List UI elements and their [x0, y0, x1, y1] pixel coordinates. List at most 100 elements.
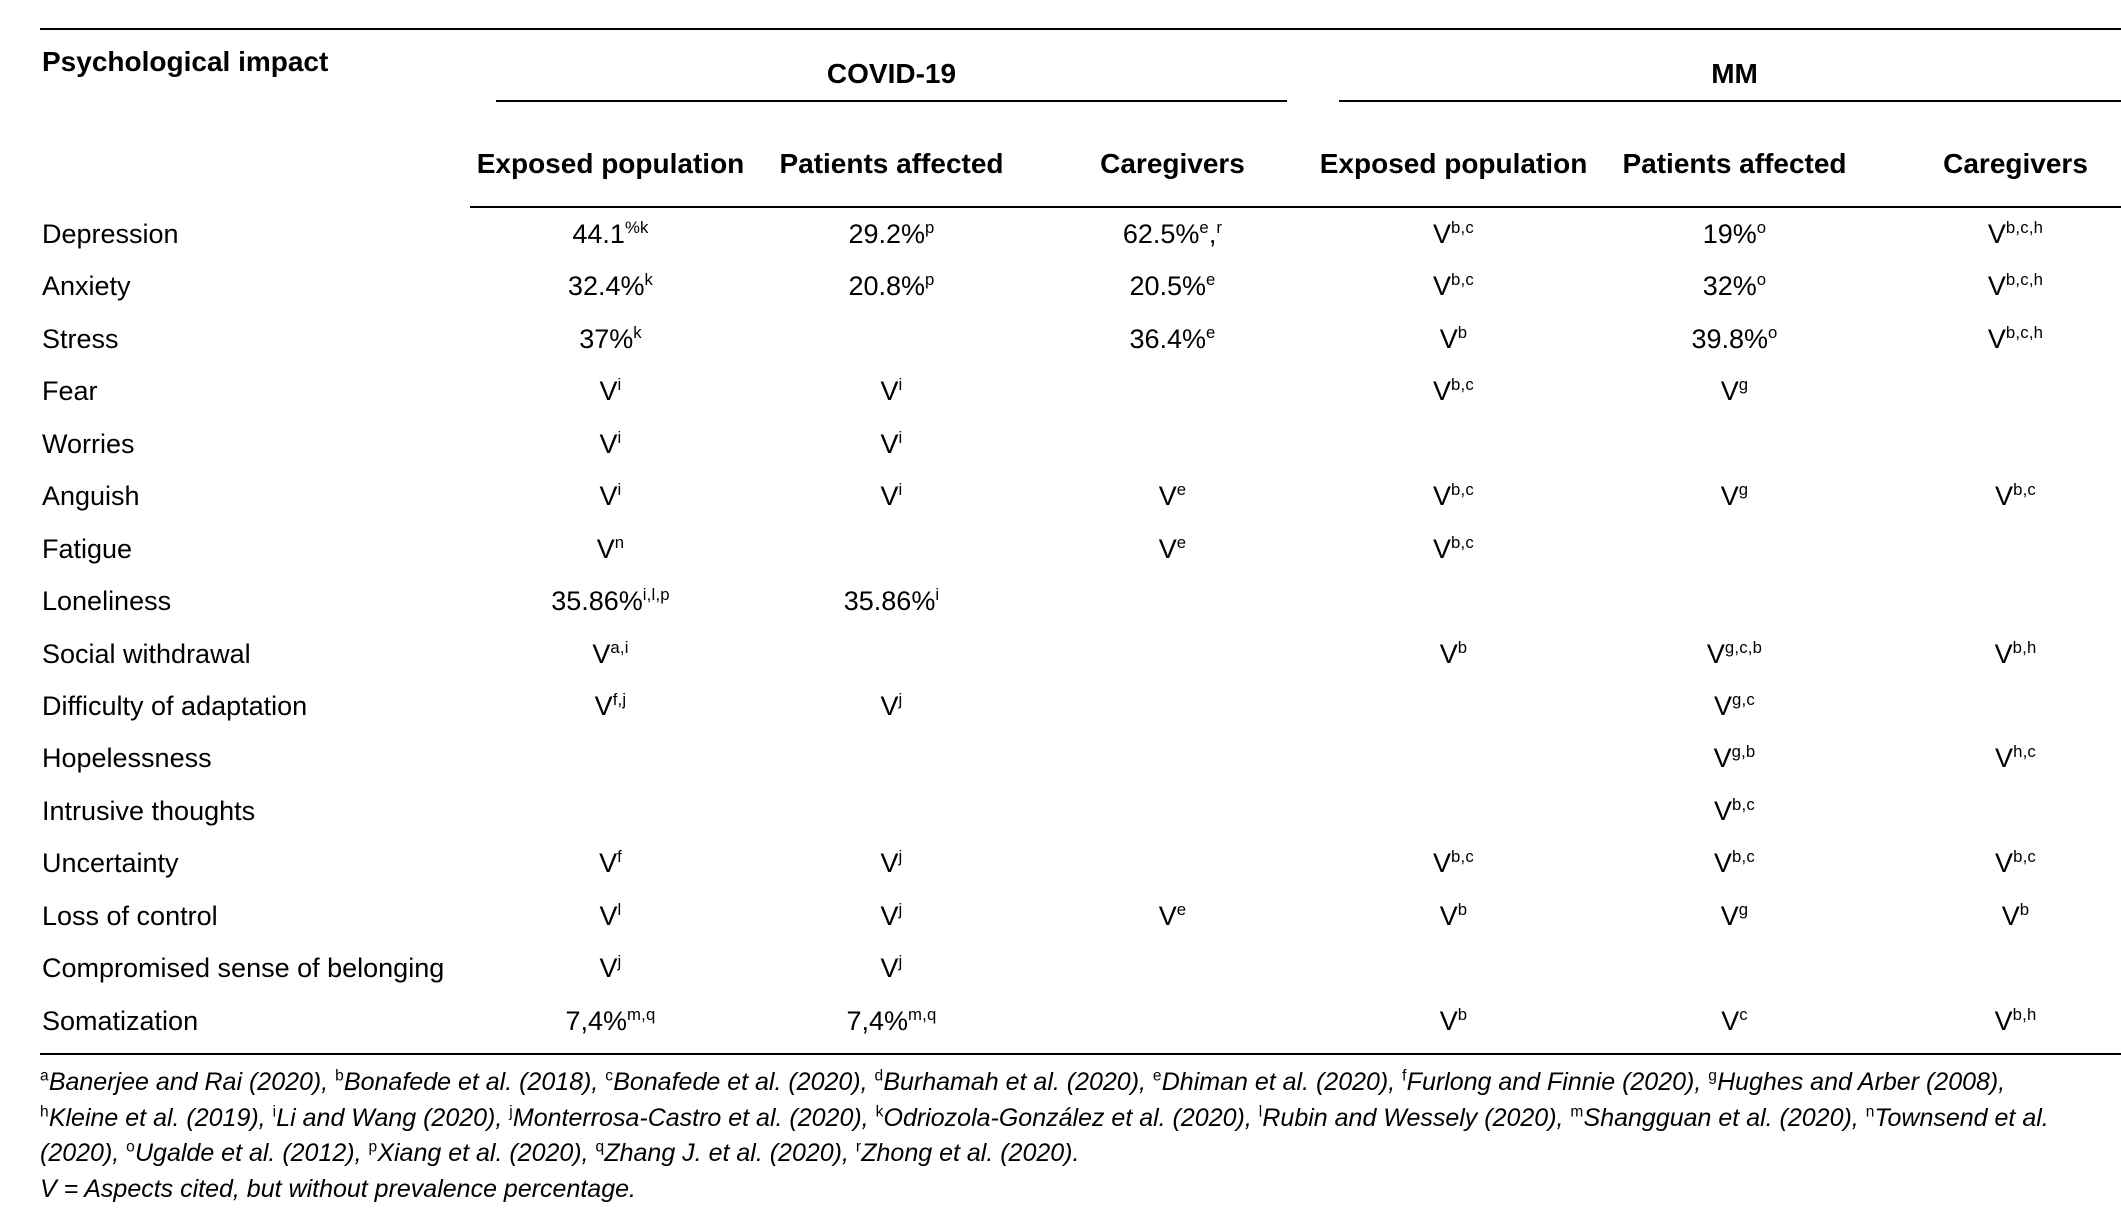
spanner-label: COVID-19 [827, 46, 956, 100]
data-cell [1313, 575, 1594, 627]
table-row: FatigueVn VeVb,c [40, 523, 2121, 575]
data-cell [1032, 575, 1313, 627]
data-cell: 7,4%m,q [470, 995, 751, 1054]
data-cell: Vb,c [1313, 207, 1594, 260]
data-cell [1313, 942, 1594, 994]
data-cell: Vb [1313, 890, 1594, 942]
data-cell [1594, 523, 1875, 575]
table-row: Depression44.1%k29.2%p62.5%e,rVb,c19%oVb… [40, 207, 2121, 260]
data-cell: Vg,c [1594, 680, 1875, 732]
data-cell [751, 785, 1032, 837]
data-cell: Vg [1594, 365, 1875, 417]
table-row: Stress37%k36.4%eVb39.8%oVb,c,h [40, 313, 2121, 365]
table-row: Loss of controlVlVjVeVbVgVb [40, 890, 2121, 942]
data-cell: 32%o [1594, 260, 1875, 312]
spanner-label: MM [1711, 46, 1758, 100]
data-cell [1032, 365, 1313, 417]
table-body: Depression44.1%k29.2%p62.5%e,rVb,c19%oVb… [40, 207, 2121, 1054]
data-cell: Vb,c [1313, 260, 1594, 312]
data-cell: 7,4%m,q [751, 995, 1032, 1054]
data-cell [1313, 732, 1594, 784]
data-cell: Vb,c [1594, 837, 1875, 889]
data-cell [1594, 575, 1875, 627]
data-cell: Vn [470, 523, 751, 575]
data-cell: 29.2%p [751, 207, 1032, 260]
footnotes: aBanerjee and Rai (2020), bBonafede et a… [40, 1055, 2081, 1207]
table-row: Social withdrawalVa,iVbVg,c,bVb,h [40, 628, 2121, 680]
legend: V = Aspects cited, but without prevalenc… [40, 1172, 2081, 1208]
data-cell: Ve [1032, 890, 1313, 942]
data-cell [1875, 365, 2121, 417]
spanner-covid19: COVID-19 [470, 29, 1313, 134]
data-cell [1875, 942, 2121, 994]
data-cell: Vb,c [1313, 523, 1594, 575]
table-row: Loneliness35.86%i,l,p35.86%i [40, 575, 2121, 627]
data-cell: Vb,c,h [1875, 313, 2121, 365]
data-cell [1313, 680, 1594, 732]
row-label: Fatigue [40, 523, 470, 575]
data-cell [751, 313, 1032, 365]
data-cell [470, 732, 751, 784]
data-cell: Vb,c [1875, 470, 2121, 522]
psychological-impact-table: Psychological impact COVID-19 MM Exposed… [40, 28, 2121, 1055]
data-cell [1875, 785, 2121, 837]
data-cell [1032, 942, 1313, 994]
data-cell: Vi [751, 418, 1032, 470]
table-row: Intrusive thoughtsVb,c [40, 785, 2121, 837]
data-cell: Vb,c,h [1875, 260, 2121, 312]
column-header: Exposed population [1313, 134, 1594, 207]
data-cell: Vf [470, 837, 751, 889]
row-label: Somatization [40, 995, 470, 1054]
data-cell: Vi [751, 470, 1032, 522]
data-cell: 20.5%e [1032, 260, 1313, 312]
table-row: Somatization7,4%m,q7,4%m,qVbVcVb,h [40, 995, 2121, 1054]
data-cell: 20.8%p [751, 260, 1032, 312]
spanner-rule [1339, 100, 2121, 102]
data-cell: Vi [470, 470, 751, 522]
data-cell: Vb,c [1313, 837, 1594, 889]
row-header-title: Psychological impact [40, 29, 470, 207]
table-row: WorriesViVi [40, 418, 2121, 470]
data-cell: Ve [1032, 523, 1313, 575]
data-cell [1313, 418, 1594, 470]
data-cell: Vg [1594, 470, 1875, 522]
row-label: Social withdrawal [40, 628, 470, 680]
table-wrapper: Psychological impact COVID-19 MM Exposed… [0, 0, 2121, 1227]
data-cell: Vf,j [470, 680, 751, 732]
data-cell: Vb,c [1875, 837, 2121, 889]
data-cell: Vi [470, 365, 751, 417]
data-cell: Vj [751, 942, 1032, 994]
data-cell [751, 523, 1032, 575]
data-cell: Vb,h [1875, 995, 2121, 1054]
data-cell [470, 785, 751, 837]
row-label: Loss of control [40, 890, 470, 942]
data-cell [1032, 995, 1313, 1054]
row-label: Fear [40, 365, 470, 417]
data-cell: Vb,c [1594, 785, 1875, 837]
data-cell: 35.86%i,l,p [470, 575, 751, 627]
data-cell: 37%k [470, 313, 751, 365]
row-label: Loneliness [40, 575, 470, 627]
data-cell [1594, 942, 1875, 994]
data-cell: Vg,b [1594, 732, 1875, 784]
spanner-rule [496, 100, 1287, 102]
row-label: Anguish [40, 470, 470, 522]
data-cell: Vi [751, 365, 1032, 417]
data-cell: Vb [1313, 313, 1594, 365]
data-cell: Vb [1875, 890, 2121, 942]
data-cell [1594, 418, 1875, 470]
data-cell: Vc [1594, 995, 1875, 1054]
table-row: AnguishViViVeVb,cVgVb,c [40, 470, 2121, 522]
data-cell: Vb,c,h [1875, 207, 2121, 260]
data-cell: Vj [751, 890, 1032, 942]
data-cell: 62.5%e,r [1032, 207, 1313, 260]
data-cell: Vj [751, 680, 1032, 732]
data-cell: Vh,c [1875, 732, 2121, 784]
data-cell: 44.1%k [470, 207, 751, 260]
data-cell [1032, 628, 1313, 680]
row-label: Stress [40, 313, 470, 365]
data-cell: 39.8%o [1594, 313, 1875, 365]
data-cell: Vl [470, 890, 751, 942]
column-header: Patients affected [751, 134, 1032, 207]
data-cell: Vi [470, 418, 751, 470]
